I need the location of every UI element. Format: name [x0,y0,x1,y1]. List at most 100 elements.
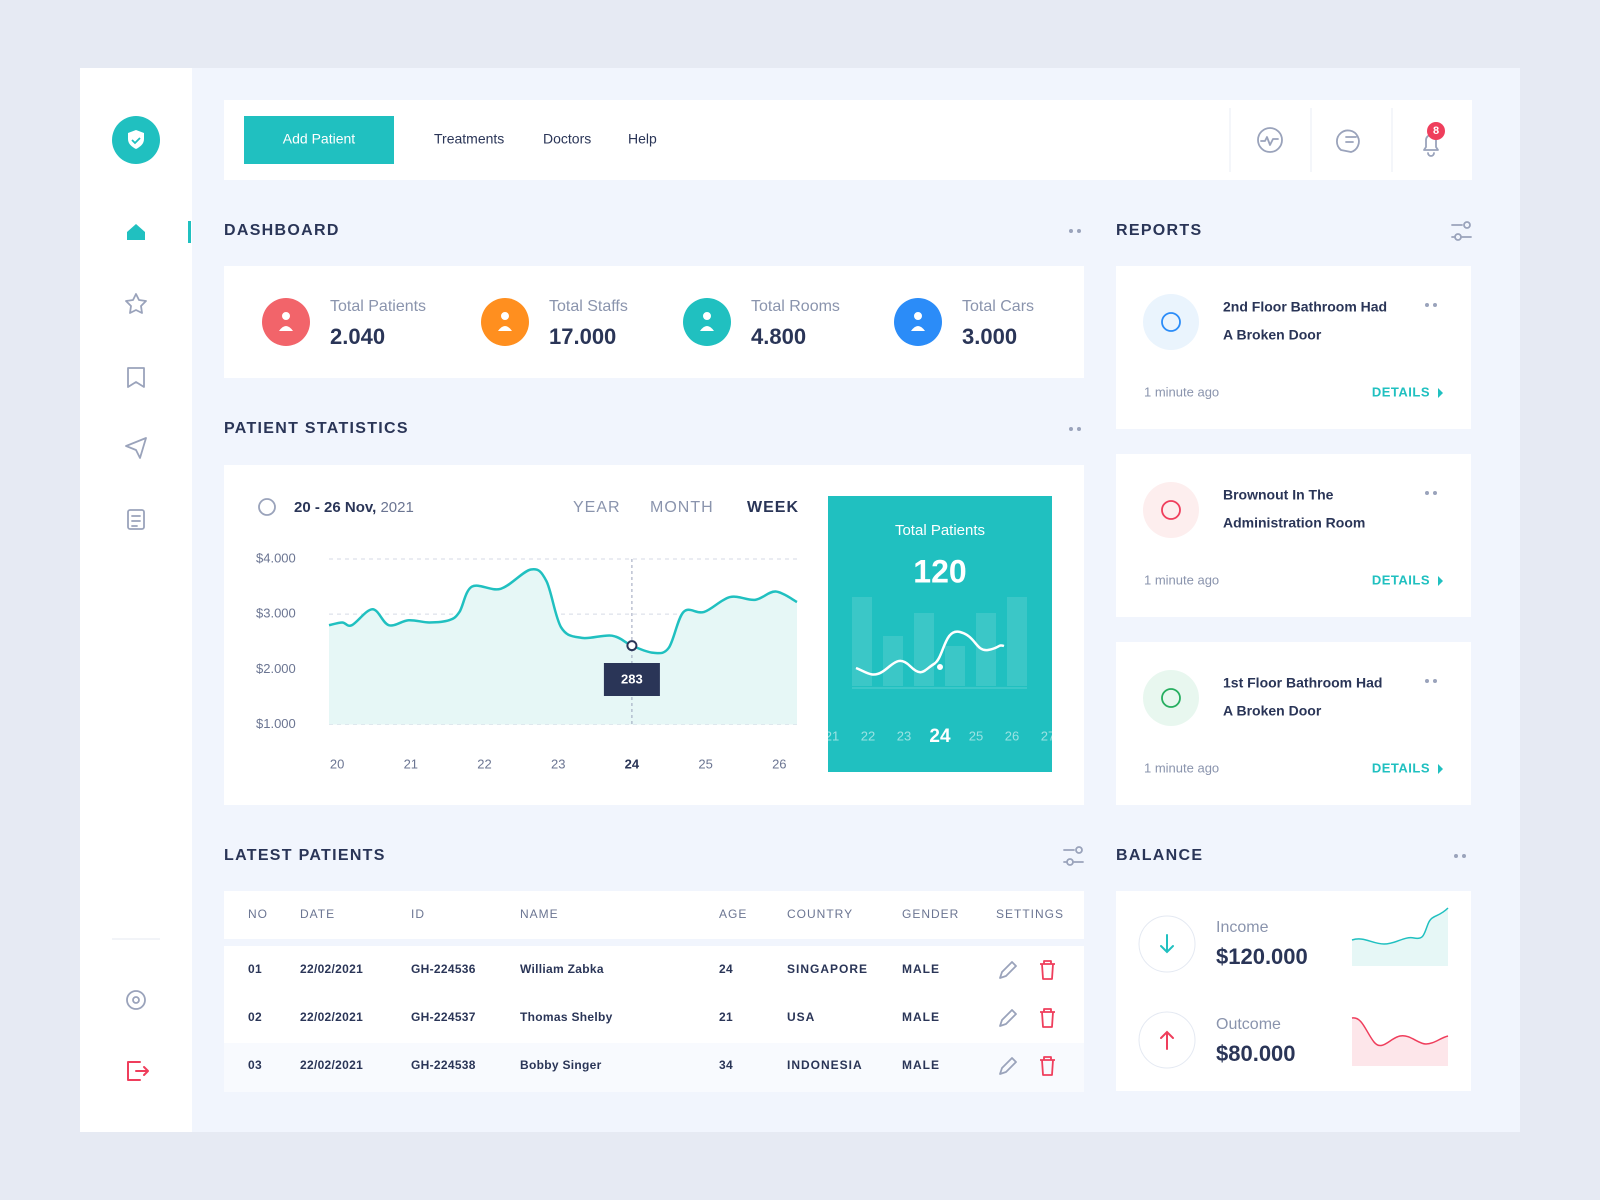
stat-glyph [498,312,512,331]
column-header: NO [248,907,268,921]
menu-dot[interactable] [1425,491,1429,495]
mini-bar [883,636,903,686]
period-tab[interactable]: MONTH [650,499,714,516]
nav-favorites[interactable] [125,293,147,314]
report-glyph [1161,688,1181,708]
cell: 22/02/2021 [300,1010,363,1024]
delete-icon[interactable] [1040,960,1055,980]
logo-check [131,137,141,145]
activity-icon[interactable] [1257,127,1283,153]
details-arrow [1438,576,1443,586]
notification-badge [1427,122,1445,140]
add-patient-button[interactable] [244,116,394,164]
tooltip [603,663,660,696]
column-header: AGE [719,907,747,921]
nav-link[interactable]: Doctors [543,131,591,147]
x-tick-label: 25 [698,756,712,771]
period-tab[interactable]: WEEK [747,499,799,516]
column-header: NAME [520,907,559,921]
report-title: 2nd Floor Bathroom Had [1223,299,1387,315]
menu-dot[interactable] [1425,679,1429,683]
nav-settings[interactable] [126,990,146,1010]
mini-chart: 21 22 23 24 25 26 27 [828,597,1055,747]
date-range-days: 20 - 26 Nov, [294,499,376,516]
stat-icon [683,298,731,346]
cell: 03 [248,1058,262,1072]
stat-value: 2.040 [330,324,385,349]
edit-icon[interactable] [999,961,1017,979]
stats-card [224,266,1084,378]
card-title: Total Patients [895,522,985,539]
calendar-icon[interactable] [258,498,276,516]
cell: MALE [902,1058,940,1072]
section-title: BALANCE [1116,847,1203,864]
day-label: 27 [1041,728,1055,743]
y-tick-label: $1.000 [256,716,296,731]
nav-link[interactable]: Help [628,131,657,147]
stat-value: 17.000 [549,324,616,349]
highlight-point [626,640,638,652]
cell: 01 [248,962,262,976]
day-label: 22 [861,728,875,743]
filter-knob [1066,858,1074,866]
mini-line [855,630,1005,676]
balance-label: Outcome [1216,1016,1281,1033]
stat-label: Total Staffs [549,298,628,315]
column-header: ID [411,907,425,921]
sidebar [80,68,192,1132]
day-label: 25 [969,728,983,743]
stat-icon [262,298,310,346]
outcome-arrow [1160,1030,1174,1050]
cell: INDONESIA [787,1058,863,1072]
y-tick-label: $3.000 [256,606,296,621]
column-header: GENDER [902,907,959,921]
menu-dot [1462,854,1466,858]
top-bar [224,100,1472,180]
report-glyph [1161,312,1181,332]
outcome-sparkline-area [1352,1017,1448,1066]
report-icon [1143,670,1199,726]
income-sparkline-area [1352,908,1448,966]
report-icon [1143,294,1199,350]
mini-point [935,662,945,672]
menu-dot[interactable] [1425,303,1429,307]
report-title: 1st Floor Bathroom Had [1223,675,1382,691]
cell: MALE [902,1010,940,1024]
edit-icon[interactable] [999,1009,1017,1027]
x-tick-label: 24 [625,756,640,771]
details-link[interactable]: DETAILS [1372,572,1430,587]
report-title: Administration Room [1223,515,1365,531]
details-link[interactable]: DETAILS [1372,384,1430,399]
stat-icon [481,298,529,346]
nav-bookmarks[interactable] [127,367,145,388]
stat-glyph [279,312,293,331]
add-patient-label[interactable]: Add Patient [283,131,355,147]
notification-count: 8 [1433,125,1439,137]
balance-value: $80.000 [1216,1041,1296,1066]
nav-notes[interactable] [127,509,145,530]
cell: 02 [248,1010,262,1024]
menu-dot[interactable] [1069,229,1073,233]
cell: 24 [719,962,733,976]
delete-icon[interactable] [1040,1056,1055,1076]
table-row-highlight [224,1043,1084,1092]
delete-icon[interactable] [1040,1008,1055,1028]
balance-value: $120.000 [1216,944,1308,969]
x-tick-label: 21 [404,756,418,771]
nav-home[interactable] [127,224,145,240]
report-time: 1 minute ago [1144,760,1219,775]
cell: GH-224536 [411,962,476,976]
nav-logout[interactable] [127,1061,149,1081]
menu-dot[interactable] [1454,854,1458,858]
menu-dot[interactable] [1069,427,1073,431]
cell: Thomas Shelby [520,1010,613,1024]
report-time: 1 minute ago [1144,384,1219,399]
edit-icon[interactable] [999,1057,1017,1075]
period-tab[interactable]: YEAR [573,499,621,516]
nav-send[interactable] [125,437,147,459]
tooltip-value: 283 [621,671,643,686]
nav-link[interactable]: Treatments [434,131,504,147]
messages-icon[interactable] [1336,129,1360,153]
cell: SINGAPORE [787,962,868,976]
details-link[interactable]: DETAILS [1372,760,1430,775]
